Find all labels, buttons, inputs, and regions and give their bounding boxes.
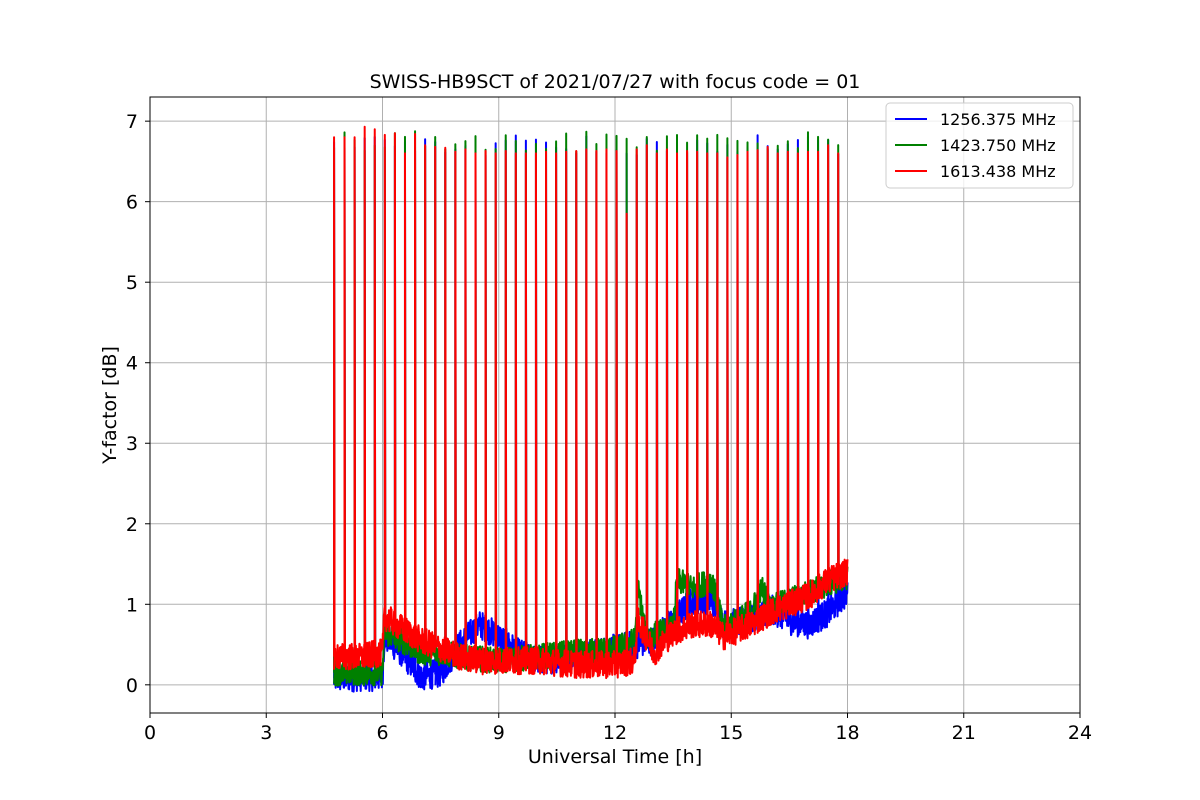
x-tick-label: 3 [260, 722, 272, 744]
y-tick-label: 1 [126, 594, 138, 616]
x-tick-label: 6 [376, 722, 388, 744]
legend-label-1613: 1613.438 MHz [940, 162, 1056, 181]
x-tick-label: 9 [493, 722, 505, 744]
series-lines [333, 125, 849, 693]
legend: 1256.375 MHz 1423.750 MHz 1613.438 MHz [885, 102, 1074, 189]
y-tick-label: 3 [126, 433, 138, 455]
x-tick-label: 24 [1068, 722, 1092, 744]
y-tick-label: 0 [126, 675, 138, 697]
x-tick-label: 12 [603, 722, 627, 744]
x-tick-label: 21 [952, 722, 976, 744]
x-tick-label: 0 [144, 722, 156, 744]
x-tick-label: 15 [719, 722, 743, 744]
series-line-2 [333, 130, 849, 687]
legend-label-1423: 1423.750 MHz [940, 136, 1056, 155]
y-axis-title: Y-factor [dB] [99, 346, 121, 465]
legend-label-1256: 1256.375 MHz [940, 110, 1056, 129]
chart-title: SWISS-HB9SCT of 2021/07/27 with focus co… [370, 71, 861, 93]
y-tick-label: 4 [126, 353, 138, 375]
y-tick-label: 5 [126, 272, 138, 294]
legend-box [885, 102, 1074, 189]
series-line-3 [333, 125, 849, 680]
x-axis-title: Universal Time [h] [528, 746, 702, 768]
x-tick-label: 18 [835, 722, 859, 744]
y-tick-label: 7 [126, 111, 138, 133]
y-tick-label: 6 [126, 192, 138, 214]
y-tick-label: 2 [126, 514, 138, 536]
